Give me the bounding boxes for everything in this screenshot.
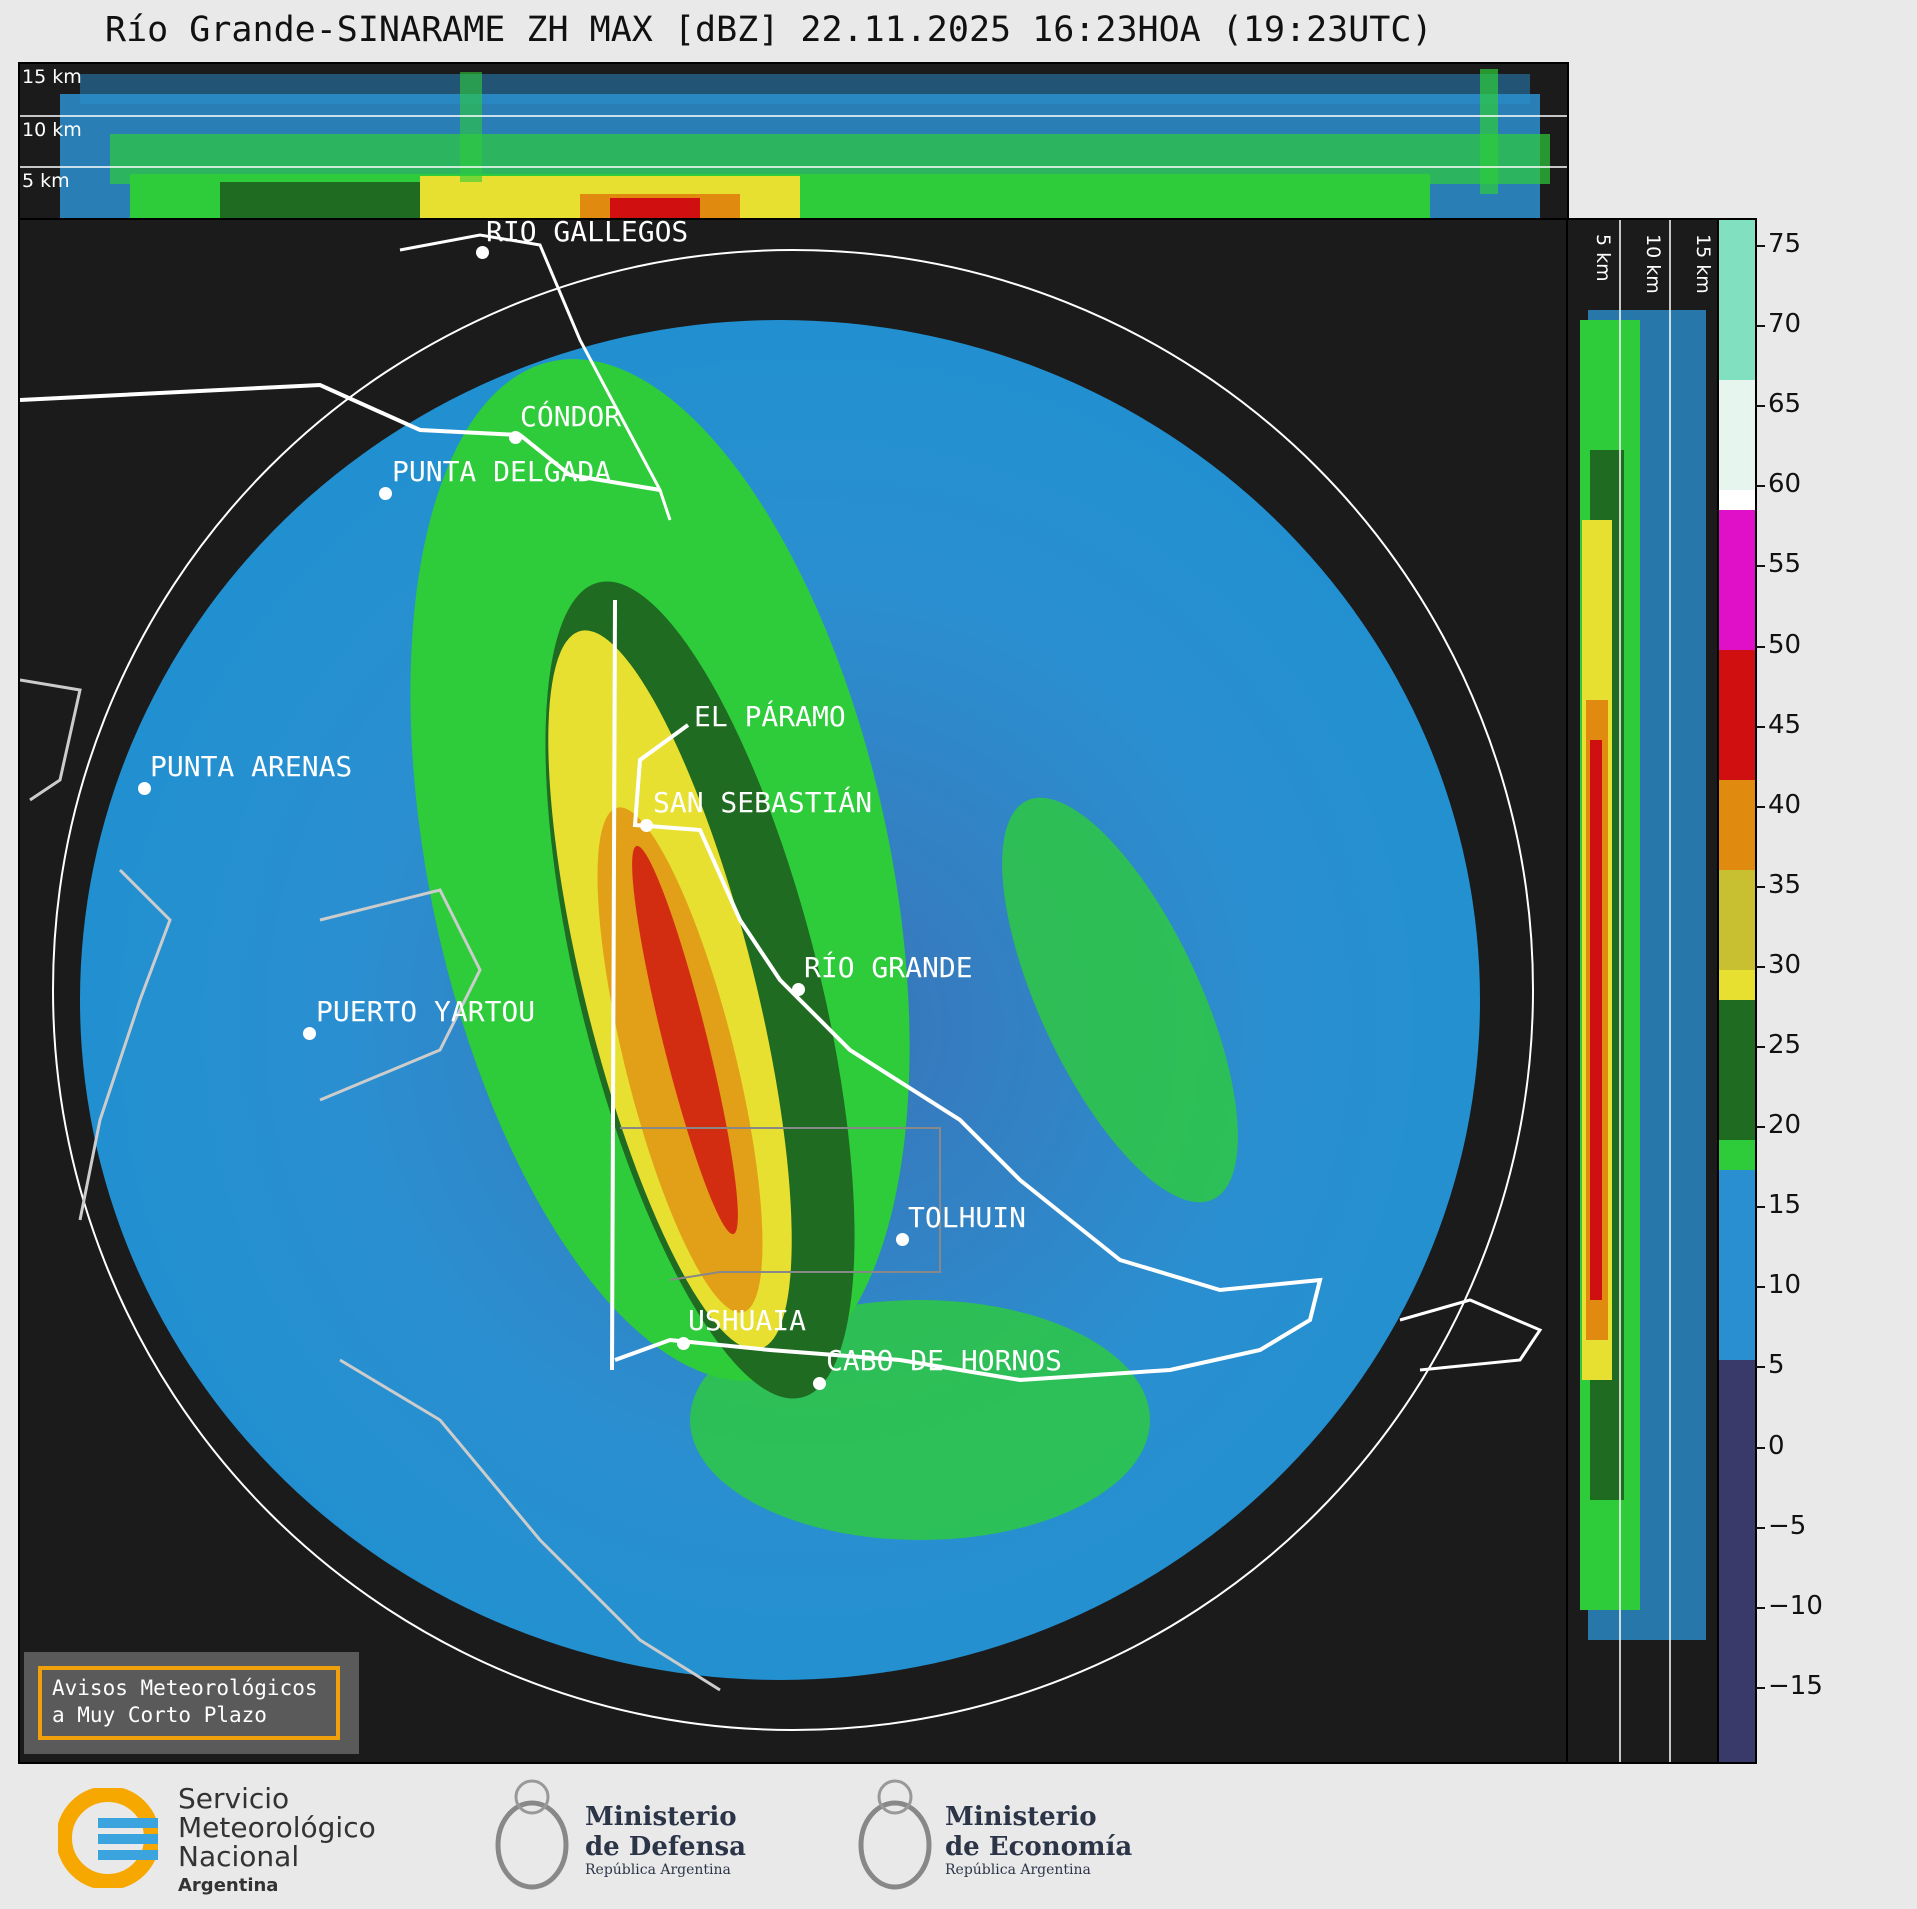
- economia-line-2: de Economía: [945, 1832, 1133, 1862]
- city-label-punta-delgada: PUNTA DELGADA: [392, 455, 612, 488]
- city-marker-tolhuin: [896, 1233, 909, 1246]
- colorbar-tick-mark: [1755, 805, 1765, 808]
- smn-logo-text: Servicio Meteorológico Nacional Argentin…: [178, 1784, 376, 1900]
- warning-legend-frame: Avisos Meteorológicos a Muy Corto Plazo: [38, 1666, 340, 1740]
- colorbar-tick-label: 30: [1768, 949, 1802, 980]
- colorbar-tick-mark: [1755, 565, 1765, 568]
- city-label-puerto-yartou: PUERTO YARTOU: [316, 995, 536, 1028]
- city-label-rio-gallegos: RÍO GALLEGOS: [486, 218, 689, 248]
- top-cross-section-svg: [20, 69, 1567, 218]
- colorbar-tick-mark: [1755, 485, 1765, 488]
- colorbar-tick-mark: [1755, 1686, 1765, 1689]
- city-marker-san-sebastian: [640, 819, 653, 832]
- city-marker-ushuaia: [677, 1337, 690, 1350]
- colorbar-tick-mark: [1755, 1606, 1765, 1609]
- colorbar-tick-label: 45: [1768, 709, 1802, 740]
- smn-line-4: Argentina: [178, 1875, 279, 1896]
- side-level-label-10km: 10 km: [1642, 234, 1664, 294]
- side-level-label-5km: 5 km: [1592, 234, 1614, 282]
- legend-line-2: a Muy Corto Plazo: [52, 1703, 267, 1727]
- colorbar-tick-label: 65: [1768, 389, 1802, 420]
- warning-legend-box: Avisos Meteorológicos a Muy Corto Plazo: [24, 1652, 359, 1754]
- colorbar-tick-label: 15: [1768, 1190, 1802, 1221]
- colorbar-tick-label: 55: [1768, 549, 1802, 580]
- colorbar-tick-mark: [1755, 245, 1765, 247]
- colorbar-tick-label: 0: [1768, 1430, 1785, 1461]
- colorbar-tick-label: 60: [1768, 469, 1802, 500]
- colorbar-tick-mark: [1755, 1046, 1765, 1048]
- economia-line-1: Ministerio: [945, 1802, 1097, 1832]
- colorbar-tick-mark: [1755, 1526, 1765, 1529]
- city-marker-rio-grande: [792, 983, 805, 996]
- top-cross-section-panel: 15 km 10 km 5 km: [18, 62, 1569, 220]
- colorbar-tick-label: −10: [1768, 1590, 1823, 1621]
- radar-map-svg: [20, 233, 1543, 1731]
- smn-logo-icon: [58, 1788, 158, 1888]
- colorbar-tick-mark: [1755, 1286, 1765, 1289]
- city-label-condor: CÓNDOR: [520, 400, 622, 433]
- side-cross-section-svg: [1580, 220, 1706, 1762]
- smn-line-1: Servicio: [178, 1782, 290, 1815]
- defensa-seal-icon: [495, 1779, 569, 1890]
- city-label-el-paramo: EL PÁRAMO: [694, 700, 846, 733]
- colorbar-tick-label: 75: [1768, 229, 1802, 259]
- radar-echo-field: [80, 320, 1480, 1680]
- city-label-punta-arenas: PUNTA ARENAS: [150, 750, 353, 783]
- colorbar-tick-label: 10: [1768, 1270, 1802, 1301]
- colorbar-tick-label: 20: [1768, 1110, 1802, 1141]
- economia-line-3: República Argentina: [945, 1862, 1091, 1878]
- colorbar-tick-mark: [1755, 645, 1765, 648]
- city-label-ushuaia: USHUAIA: [688, 1304, 807, 1337]
- colorbar-tick-mark: [1755, 1366, 1765, 1369]
- city-label-rio-grande: RÍO GRANDE: [804, 951, 973, 984]
- city-marker-punta-arenas: [138, 782, 151, 795]
- level-label-5km: 5 km: [22, 170, 70, 192]
- colorbar-tick-mark: [1755, 1206, 1765, 1209]
- radar-map-panel: RÍO GALLEGOS CÓNDOR PUNTA DELGADA EL PÁR…: [18, 218, 1569, 1764]
- colorbar-tick-mark: [1755, 1126, 1765, 1129]
- side-level-label-15km: 15 km: [1692, 234, 1714, 294]
- colorbar-tick-mark: [1755, 1446, 1765, 1449]
- colorbar-tick-mark: [1755, 725, 1765, 728]
- colorbar-tick-mark: [1755, 405, 1765, 408]
- colorbar-tick-label: 5: [1768, 1350, 1785, 1381]
- smn-line-3: Nacional: [178, 1840, 300, 1873]
- colorbar-tick-label: −5: [1768, 1510, 1807, 1541]
- city-marker-cabo-de-hornos: [813, 1377, 826, 1390]
- colorbar-tick-mark: [1755, 965, 1765, 968]
- defensa-line-3: República Argentina: [585, 1862, 731, 1878]
- colorbar-tick-label: 35: [1768, 869, 1802, 900]
- city-label-san-sebastian: SAN SEBASTIÁN: [653, 786, 873, 819]
- colorbar: [1717, 218, 1757, 1764]
- city-marker-rio-gallegos: [476, 246, 489, 259]
- colorbar-tick-mark: [1755, 885, 1765, 888]
- side-cross-section-panel: 5 km 10 km 15 km: [1566, 218, 1720, 1764]
- defensa-line-2: de Defensa: [585, 1832, 746, 1862]
- level-label-15km: 15 km: [22, 66, 82, 88]
- legend-line-1: Avisos Meteorológicos: [52, 1676, 318, 1700]
- colorbar-tick-label: −15: [1768, 1670, 1823, 1701]
- colorbar-tick-label: 40: [1768, 789, 1802, 820]
- city-marker-condor: [509, 431, 522, 444]
- city-label-cabo-de-hornos: CABO DE HORNOS: [826, 1344, 1063, 1377]
- level-label-10km: 10 km: [22, 119, 82, 141]
- economia-logo-text: Ministerio de Economía República Argenti…: [945, 1802, 1132, 1878]
- city-marker-punta-delgada: [379, 487, 392, 500]
- city-label-tolhuin: TOLHUIN: [908, 1201, 1027, 1234]
- colorbar-svg: [1719, 220, 1755, 1762]
- smn-line-2: Meteorológico: [178, 1811, 376, 1844]
- colorbar-tick-label: 25: [1768, 1030, 1802, 1060]
- colorbar-tick-mark: [1755, 325, 1765, 328]
- defensa-logo-text: Ministerio de Defensa República Argentin…: [585, 1802, 746, 1878]
- map-title: Río Grande-SINARAME ZH MAX [dBZ] 22.11.2…: [105, 10, 1433, 50]
- colorbar-tick-label: 70: [1768, 309, 1802, 340]
- city-marker-puerto-yartou: [303, 1027, 316, 1040]
- economia-seal-icon: [858, 1779, 932, 1890]
- colorbar-tick-label: 50: [1768, 629, 1802, 660]
- defensa-line-1: Ministerio: [585, 1802, 737, 1832]
